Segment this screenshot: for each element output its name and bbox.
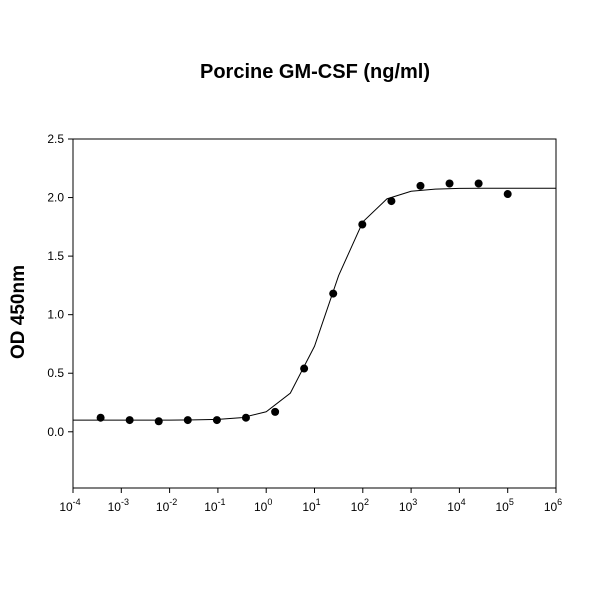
x-tick-exponent: -4	[73, 497, 81, 507]
y-tick-label: 2.0	[47, 191, 64, 205]
y-tick-label: 2.5	[47, 132, 64, 146]
chart-title: Porcine GM-CSF (ng/ml)	[200, 61, 430, 83]
x-tick-exponent: -3	[121, 497, 129, 507]
x-tick-base: 10	[447, 500, 461, 514]
x-tick-label: 104	[447, 497, 465, 514]
x-tick-base: 10	[496, 500, 510, 514]
x-tick-base: 10	[108, 500, 122, 514]
data-point	[503, 190, 512, 199]
data-point	[241, 413, 250, 422]
x-tick-label: 10-1	[204, 497, 225, 514]
x-tick-label: 106	[544, 497, 562, 514]
x-tick-base: 10	[254, 500, 268, 514]
x-tick-label: 103	[399, 497, 417, 514]
y-axis-label: OD 450nm	[8, 265, 29, 359]
data-point	[474, 179, 483, 188]
plot-frame	[72, 138, 557, 489]
x-tick-label: 101	[302, 497, 320, 514]
x-tick-label: 10-3	[108, 497, 129, 514]
x-tick-exponent: 3	[412, 497, 417, 507]
x-tick-exponent: -1	[218, 497, 226, 507]
x-tick-base: 10	[544, 500, 558, 514]
data-point	[300, 364, 309, 373]
x-tick-exponent: 0	[267, 497, 272, 507]
x-tick-label: 102	[351, 497, 369, 514]
data-point	[416, 181, 425, 190]
y-tick-label: 1.0	[47, 308, 64, 322]
data-point	[183, 416, 192, 425]
x-tick-exponent: 1	[316, 497, 321, 507]
fit-curve	[73, 187, 556, 421]
y-tick-label: 1.5	[47, 249, 64, 263]
x-tick-exponent: 5	[509, 497, 514, 507]
data-point	[445, 179, 454, 188]
y-tick-label: 0.5	[47, 366, 64, 380]
data-point	[271, 407, 280, 416]
x-tick-label: 10-2	[156, 497, 177, 514]
x-tick-exponent: 4	[461, 497, 466, 507]
x-tick-base: 10	[204, 500, 218, 514]
x-tick-label: 100	[254, 497, 272, 514]
data-point	[212, 416, 221, 425]
x-tick-base: 10	[156, 500, 170, 514]
y-tick-label: 0.0	[47, 425, 64, 439]
x-tick-label: 105	[496, 497, 514, 514]
data-point	[96, 413, 105, 422]
data-point	[387, 197, 396, 206]
data-point	[358, 220, 367, 229]
x-tick-base: 10	[399, 500, 413, 514]
x-tick-exponent: 2	[364, 497, 369, 507]
x-tick-label: 10-4	[59, 497, 80, 514]
data-point	[329, 289, 338, 298]
x-tick-base: 10	[351, 500, 365, 514]
x-tick-base: 10	[302, 500, 316, 514]
data-point	[154, 417, 163, 426]
x-tick-exponent: -2	[169, 497, 177, 507]
data-point	[125, 416, 134, 425]
x-tick-base: 10	[59, 500, 73, 514]
x-tick-exponent: 6	[557, 497, 562, 507]
